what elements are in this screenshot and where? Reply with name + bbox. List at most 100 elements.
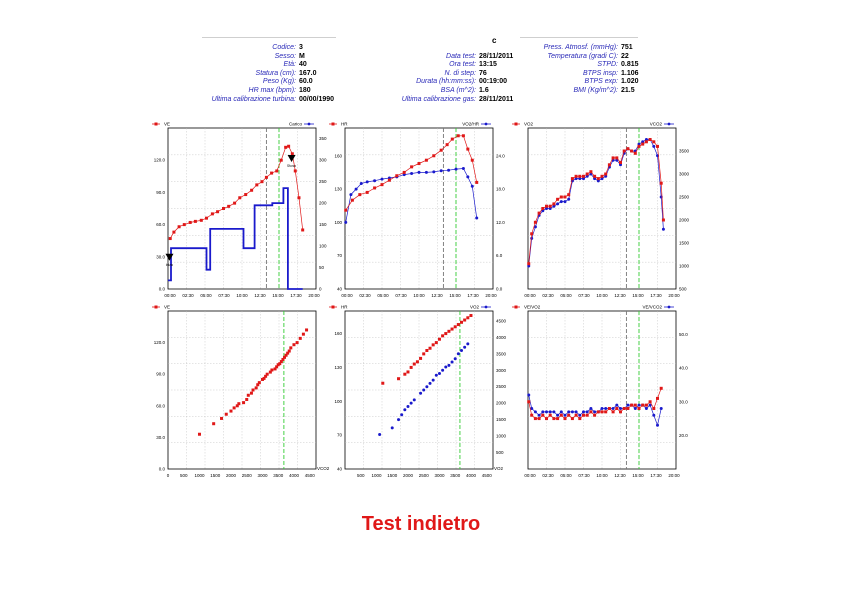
y-left-tick-label: 90.0 (156, 372, 165, 377)
data-point (470, 158, 474, 162)
y-right-tick-label: 150 (319, 222, 327, 227)
y-left-tick-label: 30.0 (156, 435, 165, 440)
data-point (466, 342, 470, 346)
data-point (204, 216, 208, 220)
data-point (596, 410, 600, 414)
data-point (466, 175, 470, 179)
data-point (447, 168, 451, 172)
x-tick-label: 1500 (387, 473, 398, 478)
event-marker (165, 253, 174, 261)
legend-left-label: HR (341, 305, 348, 310)
header-row: BTPS exp: 1.020 (492, 78, 639, 87)
header-value: M (299, 52, 305, 60)
data-point (453, 325, 457, 329)
chart-2 (329, 122, 494, 290)
data-point (533, 225, 537, 229)
x-tick-label: 15:00 (449, 293, 461, 298)
data-point (637, 403, 641, 407)
data-point (177, 225, 181, 229)
data-point (415, 360, 419, 364)
data-point (235, 404, 239, 408)
x-tick-label: 10:00 (596, 473, 608, 478)
x-tick-label: 15:00 (272, 293, 284, 298)
x-tick-label: 1000 (371, 473, 382, 478)
x-tick-label: 07:30 (578, 473, 590, 478)
header-label: N. di step: (444, 69, 476, 77)
data-point (264, 374, 268, 378)
data-point (475, 216, 479, 220)
data-point (659, 406, 663, 410)
data-point (533, 417, 537, 421)
data-point (463, 318, 467, 322)
data-point (600, 410, 604, 414)
y-left-tick-label: 100 (334, 220, 342, 225)
x-tick-label: 12:30 (614, 473, 626, 478)
data-point (344, 208, 348, 212)
data-point (298, 336, 302, 340)
y-left-tick-label: 0.0 (159, 467, 166, 472)
data-point (527, 393, 531, 397)
data-point (447, 329, 451, 333)
data-point (652, 406, 656, 410)
data-point (548, 413, 552, 417)
header-value: 00/00/1990 (299, 95, 335, 103)
data-point (293, 169, 297, 173)
legend-marker-right (667, 305, 671, 309)
legend-marker-right (484, 305, 488, 309)
data-point (626, 403, 630, 407)
data-point (537, 413, 541, 417)
data-point (295, 341, 299, 345)
data-point (604, 410, 608, 414)
data-point (419, 356, 423, 360)
y-right-tick-label: 1000 (679, 264, 690, 269)
data-point (268, 370, 272, 374)
header-row: Durata (hh:mm:ss): 00:19:00 (330, 78, 513, 87)
y-right-tick-label: 2000 (496, 401, 507, 406)
data-point (600, 406, 604, 410)
x-tick-label: 17:30 (467, 293, 479, 298)
data-point (556, 202, 560, 206)
page-caption: Test indietro (361, 513, 481, 535)
y-right-tick-label: 24.0 (496, 153, 505, 158)
data-point (611, 406, 615, 410)
data-point (224, 412, 228, 416)
x-tick-label: 4000 (289, 473, 300, 478)
data-point (537, 211, 541, 215)
y-left-tick-label: 30.0 (156, 254, 165, 259)
data-point (358, 193, 362, 197)
data-point (637, 144, 641, 148)
x-tick-label: 17:30 (650, 473, 662, 478)
x-tick-label: 15:00 (632, 293, 644, 298)
data-point (648, 400, 652, 404)
data-point (530, 406, 534, 410)
legend-marker-left (331, 305, 335, 309)
data-point (470, 184, 474, 188)
data-point (548, 207, 552, 210)
header-value: 60.0 (299, 78, 313, 86)
x-tick-label: 07:30 (395, 293, 407, 298)
data-point (578, 177, 582, 181)
x-tick-label: 02:30 (542, 293, 554, 298)
data-point (419, 391, 423, 395)
header-label: BTPS insp: (582, 69, 618, 77)
x-tick-label: 07:30 (578, 293, 590, 298)
data-point (168, 237, 172, 241)
data-point (552, 202, 556, 206)
x-tick-label: 20:00 (668, 473, 680, 478)
data-point (260, 180, 264, 184)
data-point (633, 403, 637, 407)
data-point (469, 314, 473, 318)
data-point (439, 169, 443, 173)
header-value: 1.020 (621, 78, 639, 86)
legend-marker-left (154, 122, 158, 126)
data-point (600, 177, 604, 181)
data-point (570, 410, 574, 414)
x-tick-label: 10:00 (596, 293, 608, 298)
event-marker (287, 155, 296, 162)
y-right-tick-label: 1000 (496, 434, 507, 439)
event-marker-label: Inizio (166, 263, 174, 267)
y-right-tick-label: 1500 (496, 417, 507, 422)
y-right-tick-label: 2000 (679, 218, 690, 223)
header-row: Statura (cm): 167.0 (150, 70, 334, 79)
data-point (545, 410, 548, 414)
